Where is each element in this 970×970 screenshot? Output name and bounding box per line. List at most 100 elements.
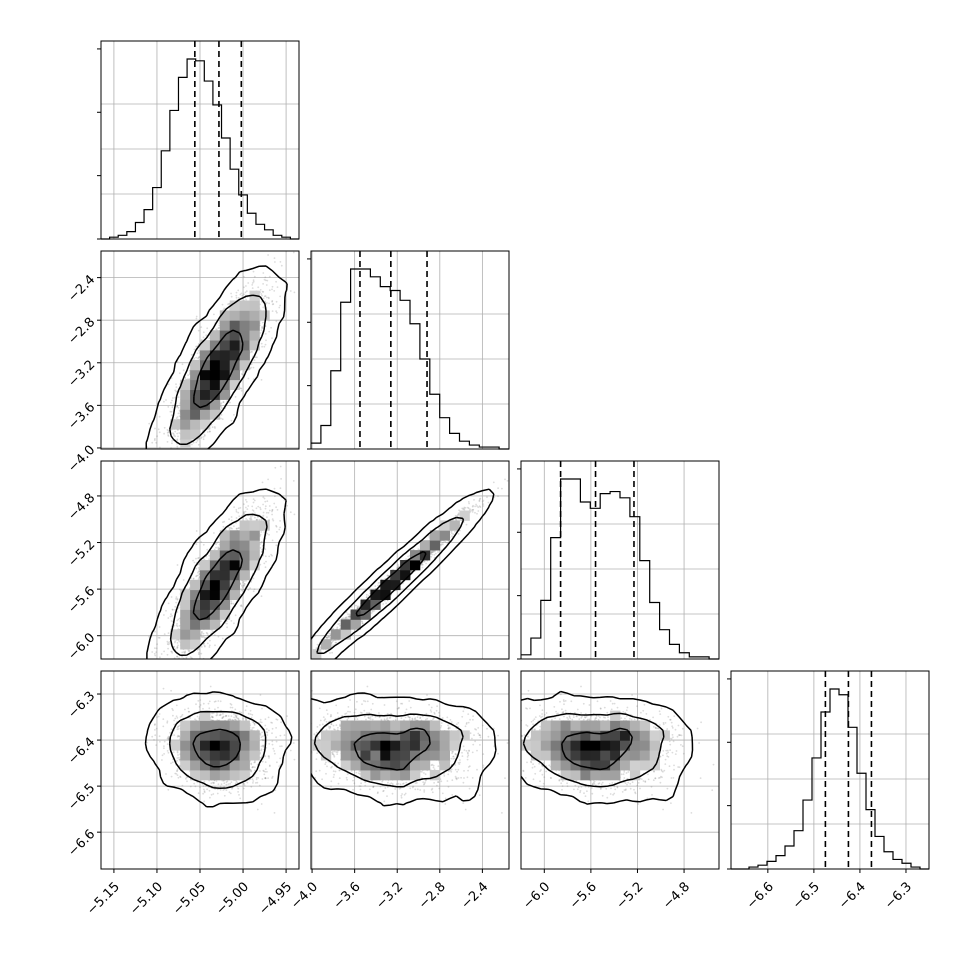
density-cell (170, 629, 181, 640)
x-tick-label: −2.8 (416, 879, 449, 912)
density-cell (229, 330, 240, 341)
density-cell (219, 350, 231, 361)
density-cell (239, 720, 250, 731)
density-cell (350, 619, 361, 630)
density-cell (200, 750, 211, 761)
density-cell (560, 760, 571, 771)
density-cell (219, 609, 231, 620)
density-cell (180, 720, 191, 731)
density-cell (180, 409, 191, 420)
density-cell (370, 770, 381, 781)
density-cell (219, 569, 231, 581)
density-cell (239, 770, 250, 781)
y-tick-label: −4.8 (65, 491, 98, 524)
density-cell (629, 740, 641, 751)
density-cell (629, 770, 641, 781)
density-cell (600, 720, 611, 731)
density-cell (370, 589, 381, 600)
density-cell (540, 720, 552, 731)
density-cell (190, 639, 201, 650)
density-cell (209, 330, 221, 341)
density-cell (400, 740, 411, 751)
y-tick-label: −3.6 (65, 400, 98, 433)
density-cell (350, 609, 361, 620)
density-cell (540, 750, 552, 761)
density-cell (400, 569, 411, 581)
density-cell (400, 730, 411, 741)
density-cell (400, 770, 411, 781)
density-cell (649, 750, 660, 761)
density-cell (219, 389, 231, 400)
density-cell (580, 770, 591, 781)
density-cell (249, 310, 260, 321)
density-cell (200, 419, 211, 430)
density-cell (521, 740, 532, 751)
diag-panel-3 (727, 670, 930, 870)
density-cell (560, 750, 571, 761)
density-cell (620, 750, 631, 761)
density-cell (249, 300, 260, 311)
density-cell (419, 740, 431, 751)
density-cell (249, 320, 260, 331)
density-cell (610, 750, 621, 761)
density-cell (209, 340, 221, 351)
density-cell (229, 530, 240, 541)
y-tick-label: −4.0 (65, 443, 98, 476)
density-cell (200, 770, 211, 781)
density-cell (200, 379, 211, 390)
density-cell (419, 760, 431, 771)
scatter-panel-0-1 (100, 250, 300, 450)
y-tick-label: −5.6 (65, 584, 98, 617)
density-cell (410, 720, 421, 731)
density-cell (390, 720, 401, 731)
panel-frame (100, 460, 300, 660)
density-cell (219, 560, 231, 571)
density-cell (419, 750, 431, 761)
density-cell (249, 740, 260, 751)
density-cell (200, 340, 211, 351)
density-cell (239, 340, 250, 351)
density-cell (530, 730, 542, 741)
contour-level-1 (522, 712, 665, 788)
density-cell (219, 579, 231, 591)
density-cell (249, 530, 260, 541)
density-cell (550, 740, 561, 751)
density-cell (249, 560, 260, 571)
x-tick-label: −4.95 (256, 879, 295, 918)
density-cell (200, 560, 211, 571)
density-cell (180, 760, 191, 771)
contour-level-1 (169, 513, 268, 656)
scatter-panel-0-3 (100, 670, 300, 870)
density-cell (380, 740, 391, 751)
density-cell (180, 419, 191, 430)
diag-panel-2 (517, 460, 720, 660)
density-cell (209, 409, 221, 420)
density-cell (629, 760, 641, 771)
density-cell (400, 750, 411, 761)
density-cell (550, 750, 561, 761)
contour-level-0 (192, 728, 242, 768)
density-cell (190, 629, 201, 640)
density-cell (180, 599, 191, 610)
density-cell (190, 429, 201, 440)
density-cell (190, 730, 201, 741)
density-cell (239, 300, 250, 311)
panel-frame (100, 40, 300, 240)
density-cell (570, 720, 581, 731)
density-cell (570, 750, 581, 761)
density-cell (380, 589, 391, 600)
density-cell (200, 589, 211, 600)
density-cell (209, 579, 221, 591)
density-cell (219, 369, 231, 381)
contour-level-2 (144, 691, 293, 808)
density-cell (350, 730, 361, 741)
density-cell (340, 720, 351, 731)
density-cell (600, 770, 611, 781)
histogram-0 (101, 58, 299, 240)
density-cell (320, 730, 332, 741)
x-tick-label: −4.8 (660, 879, 693, 912)
density-cell (180, 740, 191, 751)
density-cell (370, 730, 381, 741)
density-cell (390, 569, 401, 581)
density-cell (219, 720, 231, 731)
